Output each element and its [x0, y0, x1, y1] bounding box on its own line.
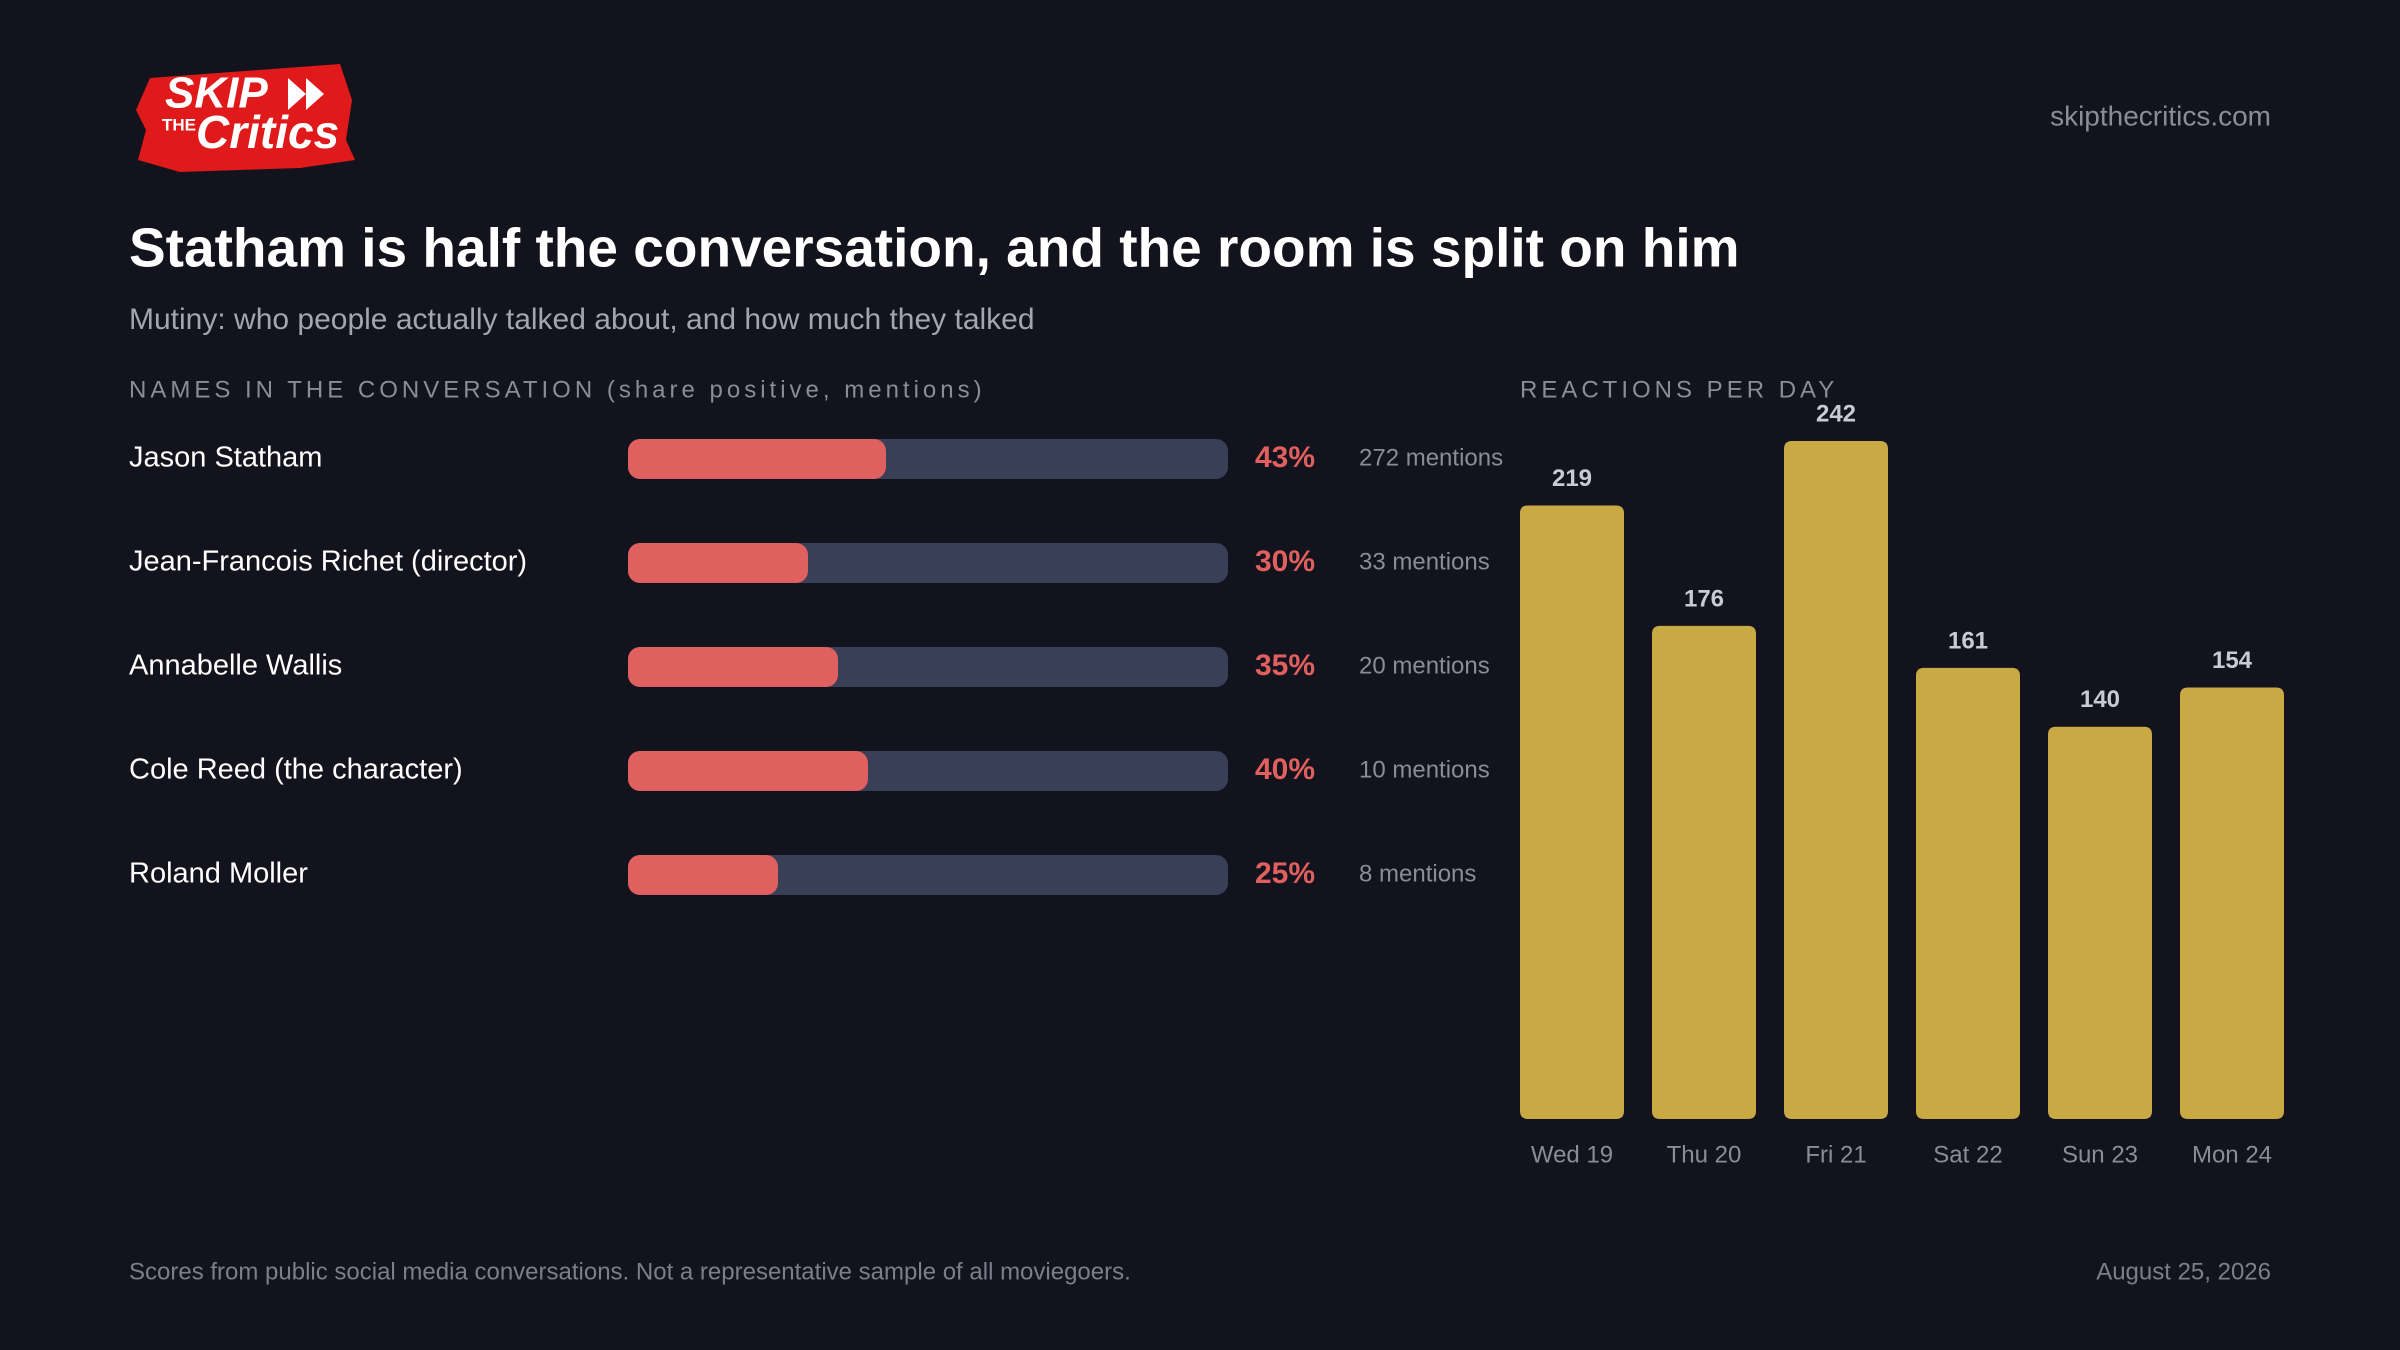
- row-label: Jason Statham: [129, 442, 322, 474]
- bar-value-label: 161: [1948, 627, 1988, 654]
- footer-date: August 25, 2026: [2096, 1258, 2271, 1285]
- bar-value-label: 154: [2212, 647, 2253, 674]
- footer-note: Scores from public social media conversa…: [129, 1258, 1131, 1285]
- bar: [1916, 667, 2020, 1119]
- value-label: 40%: [1255, 753, 1315, 786]
- value-label: 30%: [1255, 545, 1315, 578]
- mentions-label: 33 mentions: [1359, 548, 1490, 575]
- section-title: REACTIONS PER DAY: [1520, 376, 1838, 403]
- bar: [2048, 726, 2152, 1119]
- page-subtitle: Mutiny: who people actually talked about…: [129, 303, 1035, 336]
- value-label: 35%: [1255, 649, 1315, 682]
- x-tick-label: Thu 20: [1667, 1141, 1742, 1168]
- mentions-label: 272 mentions: [1359, 444, 1503, 471]
- bar-fill: [628, 855, 778, 895]
- row-label: Jean-Francois Richet (director): [129, 546, 527, 578]
- x-tick-label: Sat 22: [1933, 1141, 2002, 1168]
- logo[interactable]: SKIP THE Critics: [136, 64, 355, 172]
- bar: [2180, 687, 2284, 1119]
- page-title: Statham is half the conversation, and th…: [129, 217, 1740, 279]
- value-label: 25%: [1255, 857, 1315, 890]
- logo-arrow: [306, 78, 324, 110]
- logo-bottom: Critics: [196, 106, 339, 158]
- site-link[interactable]: skipthecritics.com: [2050, 100, 2271, 131]
- mentions-label: 10 mentions: [1359, 756, 1490, 783]
- bar-track: [628, 855, 1228, 895]
- bar-value-label: 140: [2080, 686, 2120, 713]
- row-label: Cole Reed (the character): [129, 754, 463, 786]
- bar-fill: [628, 543, 808, 583]
- bar-value-label: 219: [1552, 465, 1592, 492]
- bar: [1520, 505, 1624, 1120]
- x-tick-label: Mon 24: [2192, 1141, 2272, 1168]
- value-label: 43%: [1255, 441, 1315, 474]
- mentions-label: 20 mentions: [1359, 652, 1490, 679]
- x-tick-label: Sun 23: [2062, 1141, 2138, 1168]
- x-tick-label: Wed 19: [1531, 1141, 1613, 1168]
- row-label: Roland Moller: [129, 858, 308, 890]
- logo-top: SKIP: [165, 69, 268, 118]
- logo-small: THE: [162, 115, 196, 134]
- bar-fill: [628, 439, 886, 479]
- bar-fill: [628, 751, 868, 791]
- bar: [1784, 441, 1888, 1119]
- mentions-label: 8 mentions: [1359, 860, 1476, 887]
- bar-value-label: 176: [1684, 585, 1724, 612]
- x-tick-label: Fri 21: [1805, 1141, 1866, 1168]
- logo-arrow: [288, 78, 306, 110]
- bar: [1652, 625, 1756, 1119]
- bar-value-label: 242: [1816, 400, 1856, 427]
- row-label: Annabelle Wallis: [129, 650, 342, 682]
- bar-fill: [628, 647, 838, 687]
- section-title: NAMES IN THE CONVERSATION (share positiv…: [129, 376, 986, 403]
